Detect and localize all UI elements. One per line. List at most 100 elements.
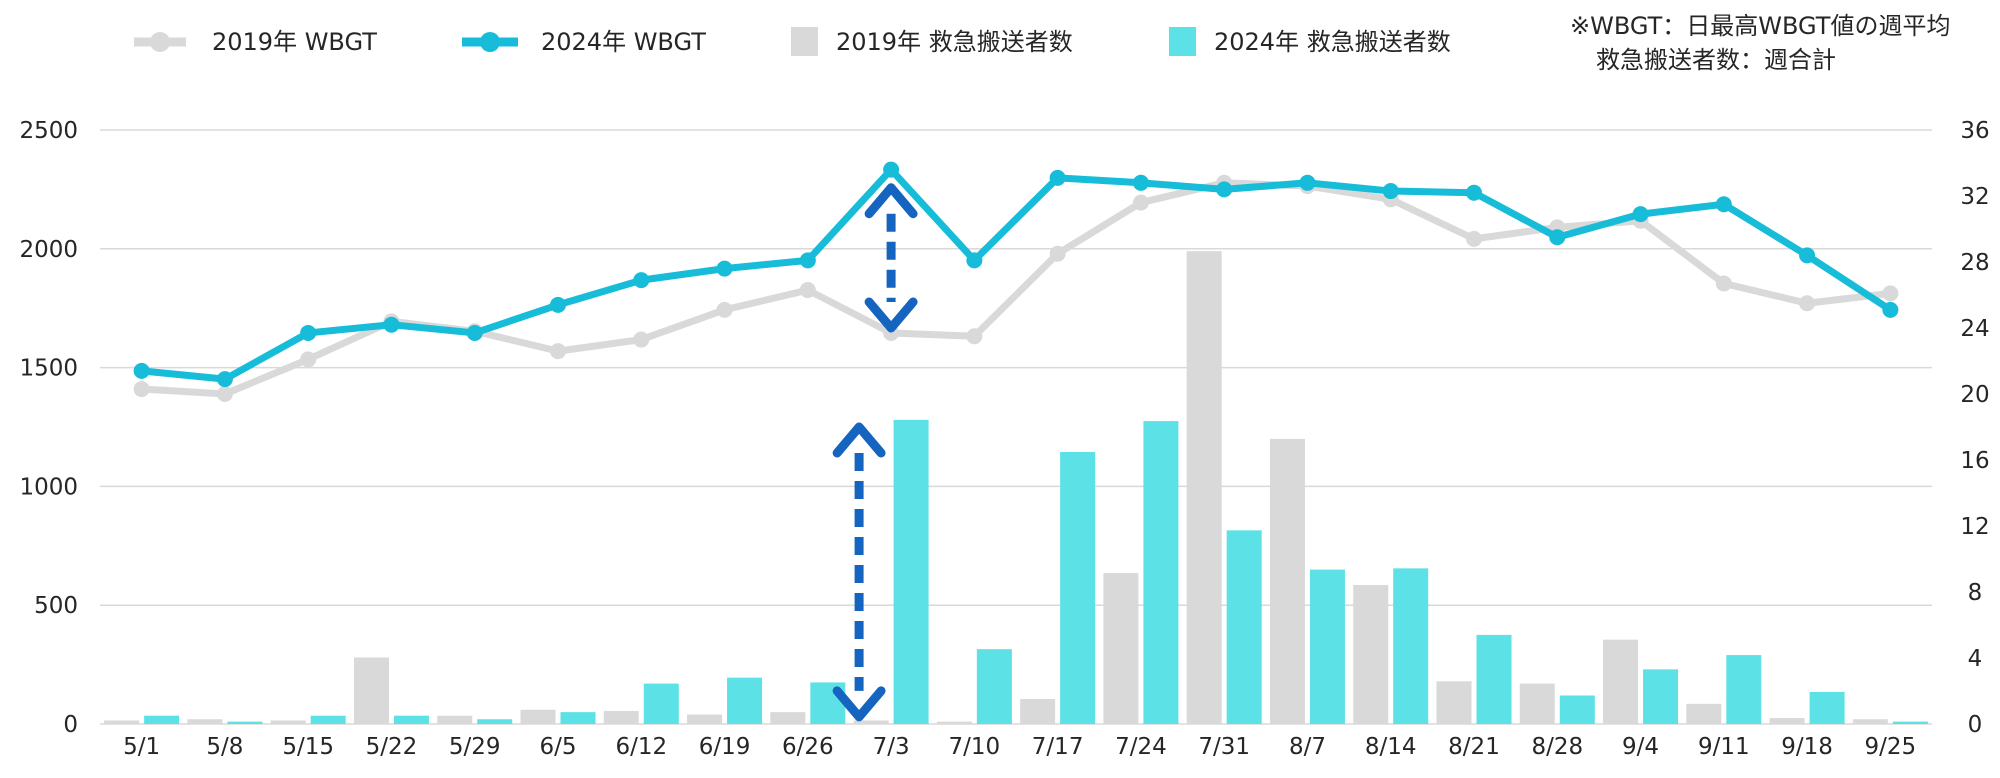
right-tick-label: 28 <box>1960 250 1989 276</box>
bar-2024 <box>560 712 596 724</box>
point-wbgt-2024 <box>716 260 733 277</box>
bar-2019 <box>187 719 223 724</box>
bar-2024 <box>477 719 513 724</box>
bar-2024 <box>310 715 346 724</box>
arrow-head-down <box>864 297 918 333</box>
point-wbgt-2024 <box>883 161 900 178</box>
bar-2024 <box>1309 569 1345 724</box>
bar-2019 <box>687 714 723 724</box>
left-axis-ticks: 0 500 1000 1500 2000 2500 <box>19 118 78 738</box>
bar-2019 <box>1769 718 1805 724</box>
legend-item-amb-2024: 2024年 救急搬送者数 <box>1169 27 1451 56</box>
bar-2024 <box>1476 634 1512 724</box>
legend-swatch-amb-2019 <box>791 27 818 56</box>
right-tick-label: 4 <box>1968 646 1983 672</box>
point-wbgt-2019 <box>216 386 233 402</box>
left-tick-label: 0 <box>63 712 78 738</box>
point-wbgt-2024 <box>1632 206 1649 223</box>
legend-label-wbgt-2024: 2024年 WBGT <box>541 28 706 56</box>
x-tick-label: 7/31 <box>1198 734 1250 760</box>
left-tick-label: 1500 <box>19 356 78 382</box>
bar-2019 <box>603 710 639 724</box>
bar-2019 <box>1353 585 1389 724</box>
point-wbgt-2019 <box>1049 245 1066 262</box>
right-tick-label: 16 <box>1960 448 1989 474</box>
point-wbgt-2024 <box>799 252 816 269</box>
right-tick-label: 20 <box>1960 382 1989 408</box>
bar-2019 <box>1603 639 1639 724</box>
legend-item-wbgt-2019: 2019年 WBGT <box>134 28 377 56</box>
bar-2024 <box>1643 669 1679 724</box>
x-tick-label: 7/3 <box>873 734 910 760</box>
x-tick-label: 8/7 <box>1289 734 1326 760</box>
point-wbgt-2024 <box>1715 196 1732 213</box>
arrow-head-up <box>832 422 886 458</box>
x-tick-label: 5/8 <box>206 734 243 760</box>
point-wbgt-2024 <box>1132 174 1149 191</box>
legend-marker-wbgt-2019 <box>150 32 170 52</box>
x-tick-label: 9/25 <box>1865 734 1917 760</box>
bar-2024 <box>976 649 1012 724</box>
point-wbgt-2019 <box>133 381 150 398</box>
bar-2024 <box>144 715 180 724</box>
bar-2019 <box>104 720 140 724</box>
right-tick-label: 36 <box>1960 118 1989 144</box>
bar-2019 <box>1686 703 1722 724</box>
x-tick-label: 9/18 <box>1781 734 1833 760</box>
line-wbgt-2024 <box>138 166 1894 383</box>
point-wbgt-2019 <box>966 328 983 345</box>
point-wbgt-2024 <box>966 252 983 269</box>
point-wbgt-2019 <box>799 282 816 299</box>
x-tick-label: 9/4 <box>1622 734 1659 760</box>
point-wbgt-2019 <box>1882 285 1899 302</box>
legend-label-amb-2024: 2024年 救急搬送者数 <box>1214 28 1451 56</box>
point-wbgt-2019 <box>1799 295 1816 312</box>
arrow-head-down <box>832 686 886 722</box>
x-tick-label: 6/26 <box>782 734 834 760</box>
arrow-head-up <box>864 183 918 219</box>
x-tick-label: 6/12 <box>615 734 667 760</box>
bar-2019 <box>1436 681 1472 724</box>
bar-2024 <box>1892 721 1928 724</box>
point-wbgt-2019 <box>1466 230 1482 247</box>
bar-2019 <box>520 709 556 724</box>
x-tick-label: 7/24 <box>1115 734 1167 760</box>
right-tick-label: 24 <box>1960 316 1989 342</box>
point-wbgt-2024 <box>1049 169 1066 186</box>
annotations <box>832 183 918 722</box>
bar-2019 <box>1020 699 1056 724</box>
x-tick-label: 6/19 <box>699 734 751 760</box>
note-line-1: ※WBGT：日最高WBGT値の週平均 <box>1570 12 1950 40</box>
note-line-2: 救急搬送者数：週合計 <box>1596 46 1836 74</box>
right-axis-ticks: 0 4 8 12 16 20 24 28 32 36 <box>1960 118 1989 738</box>
bar-2024 <box>893 419 929 724</box>
bar-2019 <box>1103 573 1139 724</box>
legend-label-amb-2019: 2019年 救急搬送者数 <box>836 28 1073 56</box>
right-tick-label: 0 <box>1968 712 1983 738</box>
right-tick-label: 32 <box>1960 184 1989 210</box>
bar-2024 <box>1226 530 1262 724</box>
legend-marker-wbgt-2024 <box>480 32 500 52</box>
left-tick-label: 500 <box>34 593 78 619</box>
bar-2024 <box>1060 451 1096 724</box>
bar-2019 <box>936 721 972 724</box>
legend-item-amb-2019: 2019年 救急搬送者数 <box>791 27 1073 56</box>
bar-2019 <box>1269 438 1305 724</box>
x-tick-label: 6/5 <box>539 734 576 760</box>
bars <box>104 251 1928 724</box>
x-tick-label: 8/14 <box>1365 734 1417 760</box>
bar-2024 <box>1726 655 1762 724</box>
bar-2019 <box>1186 251 1222 724</box>
point-wbgt-2024 <box>1799 247 1816 264</box>
bar-2024 <box>1393 568 1429 724</box>
point-wbgt-2024 <box>216 371 233 388</box>
x-tick-label: 5/29 <box>449 734 501 760</box>
point-wbgt-2024 <box>1382 183 1399 200</box>
bar-2019 <box>853 720 889 724</box>
x-tick-label: 5/15 <box>282 734 334 760</box>
point-wbgt-2024 <box>550 296 566 313</box>
bar-2019 <box>437 715 473 724</box>
point-wbgt-2024 <box>383 316 400 333</box>
bar-2019 <box>353 657 389 724</box>
point-wbgt-2019 <box>300 351 317 368</box>
